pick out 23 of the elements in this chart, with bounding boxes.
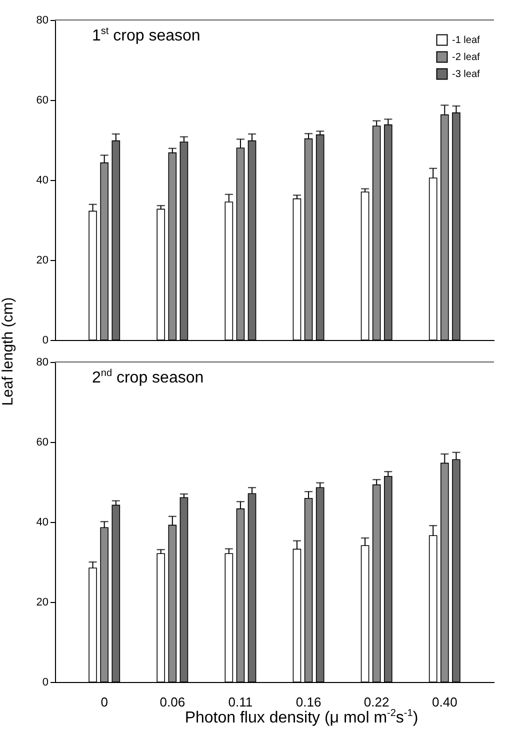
y-tick-label: 60 [36,94,48,106]
chart-title: 1$^{st}$ crop season [92,26,200,46]
x-tick-label: 0.22 [364,694,390,710]
x-tick-label: 0.16 [296,694,322,710]
legend-label: -2 leaf [452,52,480,63]
y-tick-label: 40 [36,516,48,528]
y-tick-label: 0 [42,676,48,688]
legend-label: -3 leaf [452,69,480,80]
chart-title: 2$^{nd}$ crop season [92,368,204,388]
y-tick-label: 80 [36,14,48,26]
x-tick-label: 0 [100,694,108,710]
y-axis-title: Leaf length (cm) [0,297,16,406]
x-tick-label: 0.06 [160,694,186,710]
y-tick-label: 60 [36,436,48,448]
y-tick-label: 0 [42,334,48,346]
y-tick-label: 20 [36,596,48,608]
y-tick-label: 20 [36,254,48,266]
x-axis-title: Photon flux density (μ mol m$^{-2}$s$^{-1}$) [184,708,420,728]
x-tick-label: 0.40 [432,694,458,710]
legend-label: -1 leaf [452,35,480,46]
y-tick-label: 80 [36,356,48,368]
x-tick-label: 0.11 [228,694,253,710]
y-tick-label: 40 [36,174,48,186]
